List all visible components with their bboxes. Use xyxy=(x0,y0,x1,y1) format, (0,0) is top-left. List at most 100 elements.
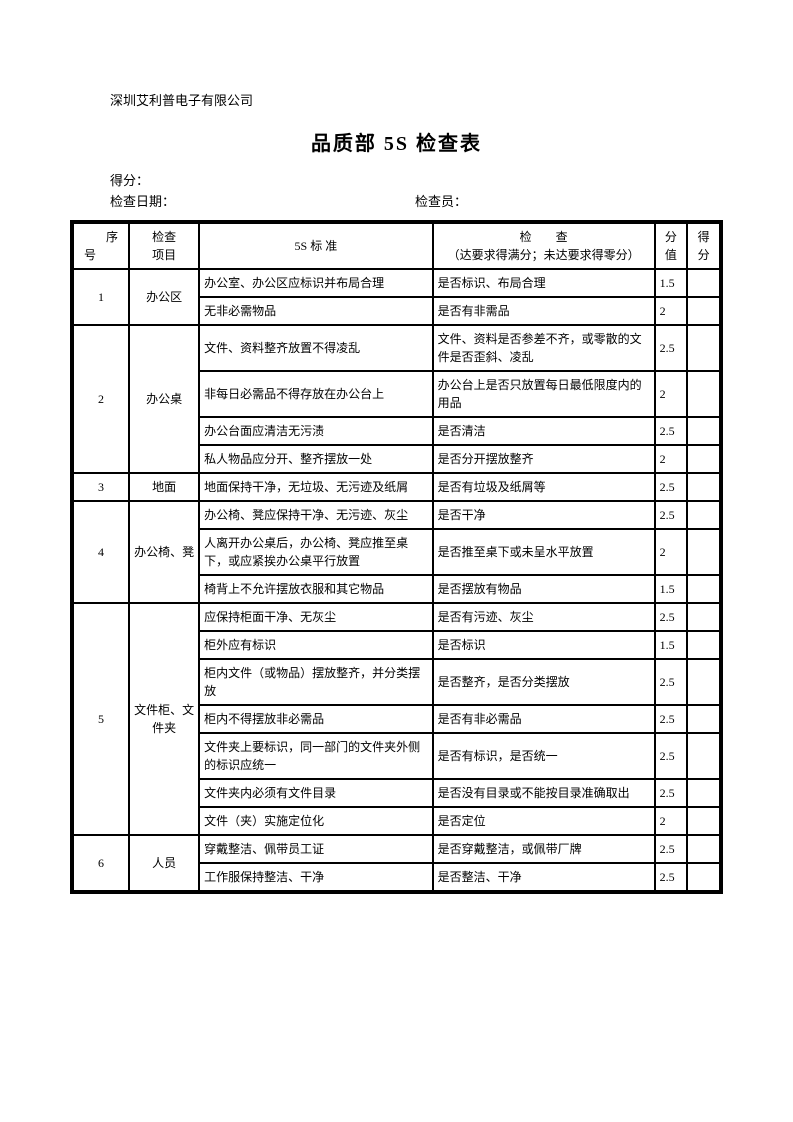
cell-check: 是否摆放有物品 xyxy=(433,575,655,603)
cell-value: 2 xyxy=(655,445,688,473)
cell-standard: 文件、资料整齐放置不得凌乱 xyxy=(199,325,433,371)
cell-check: 是否分开摆放整齐 xyxy=(433,445,655,473)
cell-item: 地面 xyxy=(129,473,199,501)
cell-score[interactable] xyxy=(687,779,720,807)
cell-score[interactable] xyxy=(687,659,720,705)
table-header: 序 号 检查 项目 5S 标 准 检 查 （达要求得满分；未达要求得零分） 分 … xyxy=(73,223,720,269)
cell-standard: 无非必需物品 xyxy=(199,297,433,325)
meta-date-label: 检查日期： xyxy=(110,191,175,210)
cell-standard: 非每日必需品不得存放在办公台上 xyxy=(199,371,433,417)
table-row: 2办公桌文件、资料整齐放置不得凌乱文件、资料是否参差不齐，或零散的文件是否歪斜、… xyxy=(73,325,720,371)
cell-value: 2.5 xyxy=(655,863,688,891)
cell-item: 办公椅、凳 xyxy=(129,501,199,603)
cell-score[interactable] xyxy=(687,575,720,603)
cell-score[interactable] xyxy=(687,835,720,863)
cell-item: 人员 xyxy=(129,835,199,891)
cell-standard: 办公室、办公区应标识并布局合理 xyxy=(199,269,433,297)
hdr-item: 检查 项目 xyxy=(129,223,199,269)
inspection-table: 序 号 检查 项目 5S 标 准 检 查 （达要求得满分；未达要求得零分） 分 … xyxy=(70,220,723,894)
cell-check: 是否推至桌下或未呈水平放置 xyxy=(433,529,655,575)
cell-check: 是否有污迹、灰尘 xyxy=(433,603,655,631)
cell-value: 2 xyxy=(655,529,688,575)
cell-score[interactable] xyxy=(687,733,720,779)
cell-score[interactable] xyxy=(687,529,720,575)
meta-score: 得分： xyxy=(110,170,723,189)
cell-value: 2.5 xyxy=(655,779,688,807)
hdr-check: 检 查 （达要求得满分；未达要求得零分） xyxy=(433,223,655,269)
cell-standard: 地面保持干净，无垃圾、无污迹及纸屑 xyxy=(199,473,433,501)
cell-value: 2.5 xyxy=(655,835,688,863)
table-row: 5文件柜、文件夹应保持柜面干净、无灰尘是否有污迹、灰尘2.5 xyxy=(73,603,720,631)
hdr-standard: 5S 标 准 xyxy=(199,223,433,269)
cell-standard: 柜外应有标识 xyxy=(199,631,433,659)
cell-standard: 工作服保持整洁、干净 xyxy=(199,863,433,891)
cell-standard: 人离开办公桌后，办公椅、凳应推至桌下，或应紧挨办公桌平行放置 xyxy=(199,529,433,575)
cell-score[interactable] xyxy=(687,807,720,835)
cell-score[interactable] xyxy=(687,417,720,445)
cell-item: 办公桌 xyxy=(129,325,199,473)
cell-value: 1.5 xyxy=(655,269,688,297)
table-body: 1办公区办公室、办公区应标识并布局合理是否标识、布局合理1.5无非必需物品是否有… xyxy=(73,269,720,891)
cell-score[interactable] xyxy=(687,705,720,733)
cell-seq: 2 xyxy=(73,325,129,473)
cell-standard: 穿戴整洁、佩带员工证 xyxy=(199,835,433,863)
cell-score[interactable] xyxy=(687,325,720,371)
table-row: 3地面地面保持干净，无垃圾、无污迹及纸屑是否有垃圾及纸屑等2.5 xyxy=(73,473,720,501)
cell-standard: 应保持柜面干净、无灰尘 xyxy=(199,603,433,631)
cell-check: 文件、资料是否参差不齐，或零散的文件是否歪斜、凌乱 xyxy=(433,325,655,371)
cell-seq: 4 xyxy=(73,501,129,603)
cell-standard: 文件夹内必须有文件目录 xyxy=(199,779,433,807)
cell-value: 2.5 xyxy=(655,659,688,705)
cell-seq: 3 xyxy=(73,473,129,501)
cell-value: 2.5 xyxy=(655,733,688,779)
cell-standard: 办公台面应清洁无污渍 xyxy=(199,417,433,445)
cell-score[interactable] xyxy=(687,501,720,529)
cell-check: 是否定位 xyxy=(433,807,655,835)
cell-value: 2.5 xyxy=(655,325,688,371)
cell-value: 2 xyxy=(655,807,688,835)
cell-value: 2.5 xyxy=(655,473,688,501)
cell-standard: 柜内不得摆放非必需品 xyxy=(199,705,433,733)
cell-value: 2.5 xyxy=(655,417,688,445)
table-row: 6人员穿戴整洁、佩带员工证是否穿戴整洁，或佩带厂牌2.5 xyxy=(73,835,720,863)
cell-check: 是否有非需品 xyxy=(433,297,655,325)
cell-standard: 柜内文件（或物品）摆放整齐，并分类摆放 xyxy=(199,659,433,705)
page: 深圳艾利普电子有限公司 品质部 5S 检查表 得分： 检查日期： 检查员： 序 … xyxy=(0,0,793,1122)
cell-score[interactable] xyxy=(687,297,720,325)
cell-seq: 5 xyxy=(73,603,129,835)
hdr-score: 得分 xyxy=(687,223,720,269)
table-row: 4办公椅、凳办公椅、凳应保持干净、无污迹、灰尘是否干净2.5 xyxy=(73,501,720,529)
cell-standard: 文件夹上要标识，同一部门的文件夹外侧的标识应统一 xyxy=(199,733,433,779)
hdr-seq: 序 号 xyxy=(73,223,129,269)
cell-value: 2.5 xyxy=(655,501,688,529)
cell-standard: 办公椅、凳应保持干净、无污迹、灰尘 xyxy=(199,501,433,529)
cell-score[interactable] xyxy=(687,863,720,891)
cell-seq: 1 xyxy=(73,269,129,325)
cell-value: 2 xyxy=(655,297,688,325)
page-title: 品质部 5S 检查表 xyxy=(70,127,723,156)
cell-seq: 6 xyxy=(73,835,129,891)
cell-score[interactable] xyxy=(687,445,720,473)
cell-check: 是否有标识，是否统一 xyxy=(433,733,655,779)
cell-check: 是否干净 xyxy=(433,501,655,529)
cell-check: 是否整洁、干净 xyxy=(433,863,655,891)
cell-check: 是否没有目录或不能按目录准确取出 xyxy=(433,779,655,807)
cell-standard: 椅背上不允许摆放衣服和其它物品 xyxy=(199,575,433,603)
cell-score[interactable] xyxy=(687,631,720,659)
company-name: 深圳艾利普电子有限公司 xyxy=(110,90,723,109)
cell-score[interactable] xyxy=(687,371,720,417)
cell-check: 是否标识 xyxy=(433,631,655,659)
cell-check: 是否有非必需品 xyxy=(433,705,655,733)
cell-check: 是否穿戴整洁，或佩带厂牌 xyxy=(433,835,655,863)
cell-score[interactable] xyxy=(687,473,720,501)
cell-item: 文件柜、文件夹 xyxy=(129,603,199,835)
cell-item: 办公区 xyxy=(129,269,199,325)
table-row: 1办公区办公室、办公区应标识并布局合理是否标识、布局合理1.5 xyxy=(73,269,720,297)
cell-value: 2 xyxy=(655,371,688,417)
cell-score[interactable] xyxy=(687,269,720,297)
meta-row: 检查日期： 检查员： xyxy=(110,191,723,210)
cell-score[interactable] xyxy=(687,603,720,631)
cell-standard: 私人物品应分开、整齐摆放一处 xyxy=(199,445,433,473)
cell-check: 是否清洁 xyxy=(433,417,655,445)
cell-check: 是否标识、布局合理 xyxy=(433,269,655,297)
